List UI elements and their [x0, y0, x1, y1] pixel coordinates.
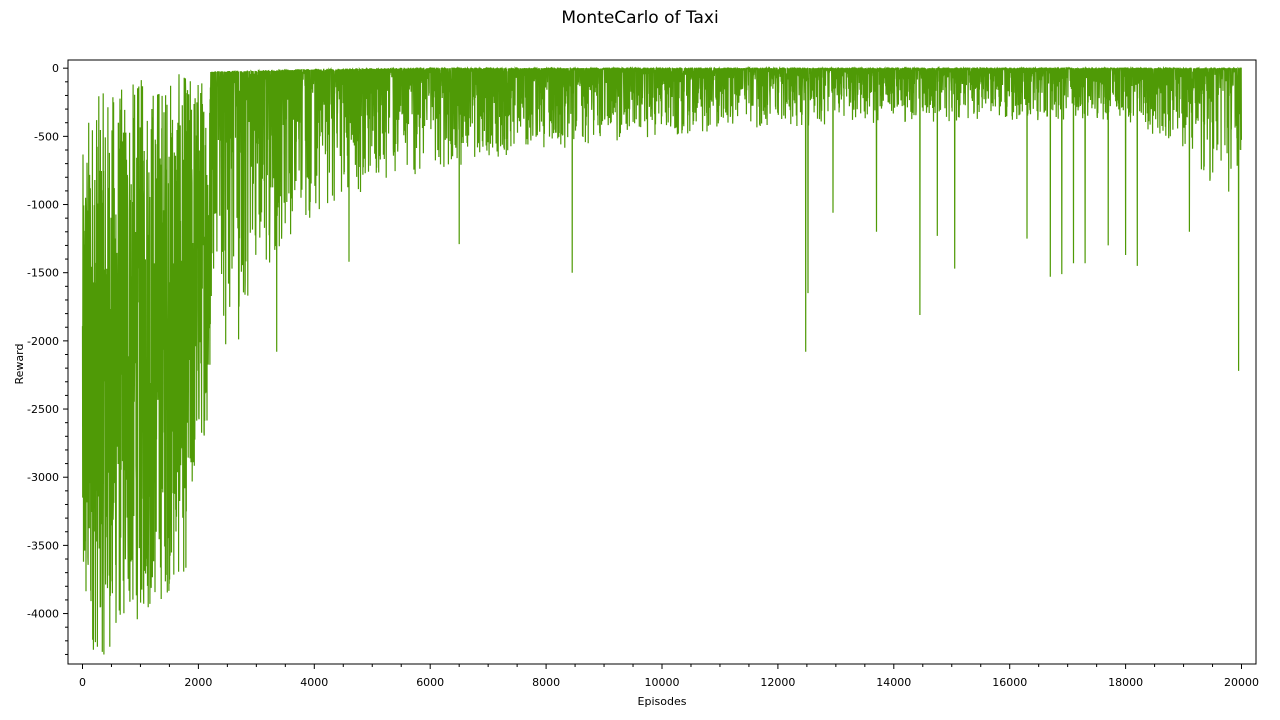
- x-tick-label: 4000: [300, 676, 328, 689]
- x-tick-label: 14000: [876, 676, 911, 689]
- x-tick-label: 6000: [416, 676, 444, 689]
- x-axis-label: Episodes: [638, 695, 687, 708]
- y-tick-label: -2500: [27, 403, 59, 416]
- x-tick-label: 8000: [532, 676, 560, 689]
- x-tick-label: 20000: [1224, 676, 1259, 689]
- series-line-0: [81, 65, 1242, 655]
- chart-title: MonteCarlo of Taxi: [561, 8, 719, 28]
- series-layer: [81, 65, 1242, 655]
- y-tick-label: -2000: [27, 335, 59, 348]
- y-axis-label: Reward: [13, 344, 26, 385]
- y-tick-label: -4000: [27, 608, 59, 621]
- y-tick-label: 0: [52, 62, 59, 75]
- y-axis: 0 -500 -1000 -1500 -2000 -2500 -3000 -3500 -4000: [27, 62, 68, 655]
- y-tick-label: -1500: [27, 267, 59, 280]
- y-tick-label: -1000: [27, 199, 59, 212]
- y-tick-label: -500: [34, 130, 59, 143]
- x-tick-label: 10000: [645, 676, 680, 689]
- x-tick-label: 12000: [760, 676, 795, 689]
- x-tick-label: 2000: [184, 676, 212, 689]
- x-tick-label: 0: [79, 676, 86, 689]
- y-tick-label: -3500: [27, 539, 59, 552]
- y-tick-label: -3000: [27, 471, 59, 484]
- x-axis: 0 2000 4000 6000 8000 10000 12000 14000 16000 180…: [79, 664, 1259, 689]
- x-tick-label: 16000: [992, 676, 1027, 689]
- x-tick-label: 18000: [1108, 676, 1143, 689]
